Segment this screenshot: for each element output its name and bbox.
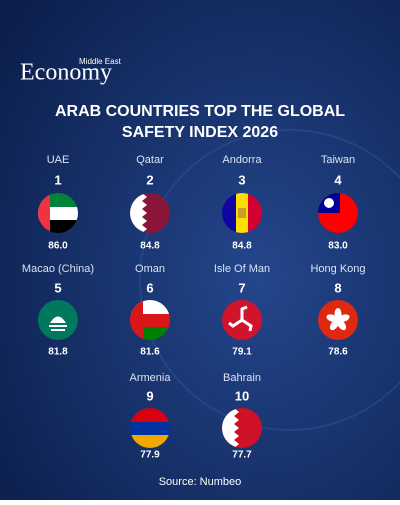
score: 81.8 [48,347,68,358]
rank: 7 [238,280,245,295]
country-name: Isle Of Man [214,263,270,275]
country-name: Oman [135,263,165,275]
score: 79.1 [232,347,252,358]
flag-taiwan [318,193,358,233]
flag-oman [130,300,170,340]
flag-qatar [130,193,170,233]
score: 83.0 [328,241,348,252]
flag-uae [38,193,78,233]
rank: 9 [146,388,153,403]
score: 86.0 [48,241,68,252]
score: 84.8 [140,241,160,252]
globe-decoration [139,129,400,431]
country-name: Armenia [130,372,172,384]
country-name: Andorra [222,154,262,166]
rank: 10 [235,388,249,403]
flag-armenia [130,408,170,448]
flag-isle-of-man [222,300,262,340]
score: 78.6 [328,347,348,358]
country-name: Macao (China) [22,263,94,275]
score: 84.8 [232,241,252,252]
country-name: Taiwan [321,154,355,166]
title: ARAB COUNTRIES TOP THE GLOBAL [55,103,345,120]
flag-hong-kong [318,300,358,340]
rank: 5 [54,280,61,295]
score: 81.6 [140,347,160,358]
rank: 8 [334,280,341,295]
flag-macao [38,300,78,340]
score: 77.9 [140,450,160,461]
brand-small: Middle East [79,57,122,66]
rank: 6 [146,280,153,295]
rank: 2 [146,172,153,187]
score: 77.7 [232,450,252,461]
brand: Economy [20,60,112,86]
title: SAFETY INDEX 2026 [122,124,278,141]
rank: 4 [334,172,342,187]
flag-andorra [222,193,262,233]
rank: 3 [238,172,245,187]
country-name: Qatar [136,154,164,166]
rank: 1 [54,172,61,187]
flag-bahrain [222,408,262,448]
source: Source: Numbeo [159,476,242,488]
country-name: Bahrain [223,372,261,384]
country-name: Hong Kong [310,263,365,275]
country-name: UAE [47,154,70,166]
